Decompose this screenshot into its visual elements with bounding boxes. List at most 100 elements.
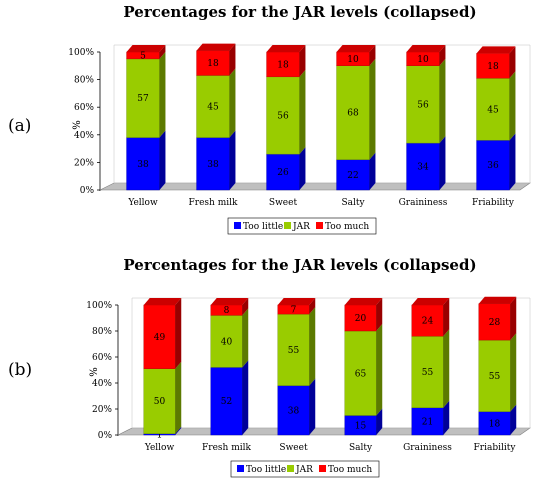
bar-segment (406, 58, 446, 144)
bar-front (266, 51, 300, 78)
data-label: 55 (489, 372, 501, 382)
bar-side (159, 51, 166, 138)
y-tick-label: 80% (92, 327, 112, 337)
data-label: 49 (154, 333, 166, 343)
bar-side (369, 58, 376, 160)
y-axis-label: % (72, 120, 83, 130)
panel-label: (b) (8, 360, 32, 380)
y-tick-label: 20% (92, 405, 112, 415)
bar-segment (266, 147, 306, 191)
bar-side (376, 408, 383, 435)
data-label: 52 (221, 397, 232, 407)
bar-front (196, 75, 230, 138)
bar-segment (336, 152, 376, 191)
y-tick-label: 20% (74, 158, 94, 168)
bar-segment (344, 298, 383, 332)
bar-top (126, 45, 166, 52)
bar-side (510, 333, 517, 412)
data-label: 24 (422, 317, 434, 327)
y-axis-label: % (89, 367, 100, 377)
data-label: 26 (277, 168, 289, 178)
data-label: 38 (207, 160, 219, 170)
legend-swatch (319, 465, 326, 472)
bar-segment (478, 404, 517, 436)
data-label: 55 (288, 346, 300, 356)
bar-segment (476, 133, 516, 191)
data-label: 45 (487, 105, 499, 115)
data-label: 34 (417, 163, 429, 173)
bar-segment (210, 298, 249, 316)
data-label: 50 (154, 397, 166, 407)
bar-segment (126, 45, 166, 60)
bar-front (476, 53, 510, 79)
bar-top (411, 298, 450, 305)
bar-segment (411, 298, 450, 337)
bar-segment (210, 360, 249, 436)
bar-front (336, 159, 370, 191)
bar-side (509, 46, 516, 79)
legend: Too little JAR Too much (227, 217, 377, 235)
legend-box (230, 460, 380, 478)
bar-segment (476, 71, 516, 141)
legend-entry: JAR (295, 465, 313, 475)
bar-front (277, 313, 310, 386)
bar-segment (196, 68, 236, 138)
legend-entry: Too much (325, 222, 369, 232)
legend-entry: JAR (292, 222, 310, 232)
data-label: 55 (422, 368, 434, 378)
data-label: 8 (224, 306, 230, 316)
legend: Too little JAR Too much (230, 460, 380, 478)
bar-side (443, 400, 450, 435)
y-tick-label: 80% (74, 76, 94, 86)
x-tick-label: Friability (474, 443, 517, 453)
bar-side (175, 426, 182, 435)
bar-segment (266, 69, 306, 155)
bar-segment (277, 378, 316, 436)
data-label: 45 (207, 103, 219, 113)
bar-front (476, 78, 510, 141)
plot-backwall (113, 44, 531, 184)
bar-front (406, 65, 440, 144)
bar-side (443, 298, 450, 337)
bar-segment (266, 45, 306, 78)
bar-front (406, 142, 440, 191)
y-tick-label: 40% (92, 379, 112, 389)
legend-entry: Too little (243, 222, 283, 232)
bar-segment (476, 46, 516, 79)
data-label: 10 (417, 55, 429, 65)
bar-side (439, 58, 446, 144)
bar-top (210, 298, 249, 305)
bar-top (476, 46, 516, 54)
data-label: 18 (487, 62, 499, 72)
bar-side (369, 45, 376, 66)
bar-segment (196, 130, 236, 191)
data-label: 1 (157, 430, 163, 440)
x-tick-label: Graininess (403, 443, 452, 453)
bar-front (143, 304, 176, 369)
bar-side (510, 404, 517, 435)
bar-side (439, 45, 446, 66)
y-tick-label: 60% (92, 353, 112, 363)
bar-front (266, 153, 300, 191)
x-tick-label: Sweet (279, 443, 308, 453)
data-label: 68 (347, 109, 359, 119)
x-tick-label: Sweet (269, 198, 298, 208)
bar-top (406, 45, 446, 52)
legend-box (227, 217, 377, 235)
bar-side (229, 130, 236, 190)
data-label: 18 (489, 419, 501, 429)
bar-side (509, 133, 516, 190)
bar-side (309, 298, 316, 315)
bar-top (277, 298, 316, 305)
bar-segment (344, 408, 383, 436)
bar-front (196, 50, 230, 76)
data-label: 38 (288, 406, 300, 416)
data-label: 18 (277, 60, 289, 70)
bar-side (369, 152, 376, 190)
chart-panel-1: Percentages for the JAR levels (collapse… (8, 3, 531, 235)
x-tick-label: Yellow (127, 198, 158, 208)
bar-top (143, 298, 182, 305)
data-label: 65 (355, 369, 367, 379)
bar-side (439, 136, 446, 190)
bar-top (196, 43, 236, 51)
